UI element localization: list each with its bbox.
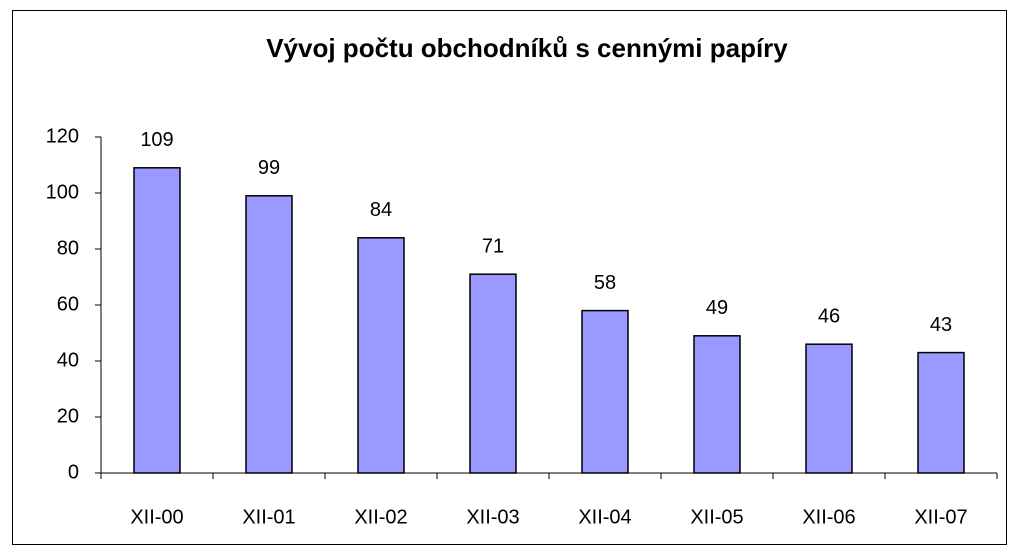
y-tick-label: 40: [57, 349, 79, 371]
x-tick-label: XII-02: [354, 506, 407, 528]
bar: [581, 309, 629, 474]
bar: [133, 167, 181, 474]
y-tick-label: 60: [57, 293, 79, 315]
bar: [693, 335, 741, 474]
data-label: 71: [482, 235, 504, 257]
bar: [917, 351, 965, 474]
x-tick-label: XII-07: [914, 506, 967, 528]
bar: [805, 343, 853, 474]
x-tick-label: XII-03: [466, 506, 519, 528]
bar: [469, 273, 517, 474]
data-label: 58: [594, 272, 616, 294]
y-tick-label: 20: [57, 405, 79, 427]
data-label: 43: [930, 314, 952, 336]
bar: [357, 237, 405, 474]
data-label: 49: [706, 297, 728, 319]
x-tick-label: XII-00: [130, 506, 183, 528]
chart-title: Vývoj počtu obchodníků s cennými papíry: [266, 33, 788, 63]
bar: [245, 195, 293, 474]
y-tick-label: 0: [68, 461, 79, 483]
data-label: 109: [140, 129, 173, 151]
y-tick-label: 100: [46, 181, 79, 203]
x-tick-label: XII-04: [578, 506, 631, 528]
data-label: 99: [258, 157, 280, 179]
x-tick-label: XII-01: [242, 506, 295, 528]
data-label: 84: [370, 199, 392, 221]
y-tick-label: 120: [46, 125, 79, 147]
y-tick-label: 80: [57, 237, 79, 259]
data-label: 46: [818, 305, 840, 327]
x-tick-label: XII-06: [802, 506, 855, 528]
x-tick-label: XII-05: [690, 506, 743, 528]
